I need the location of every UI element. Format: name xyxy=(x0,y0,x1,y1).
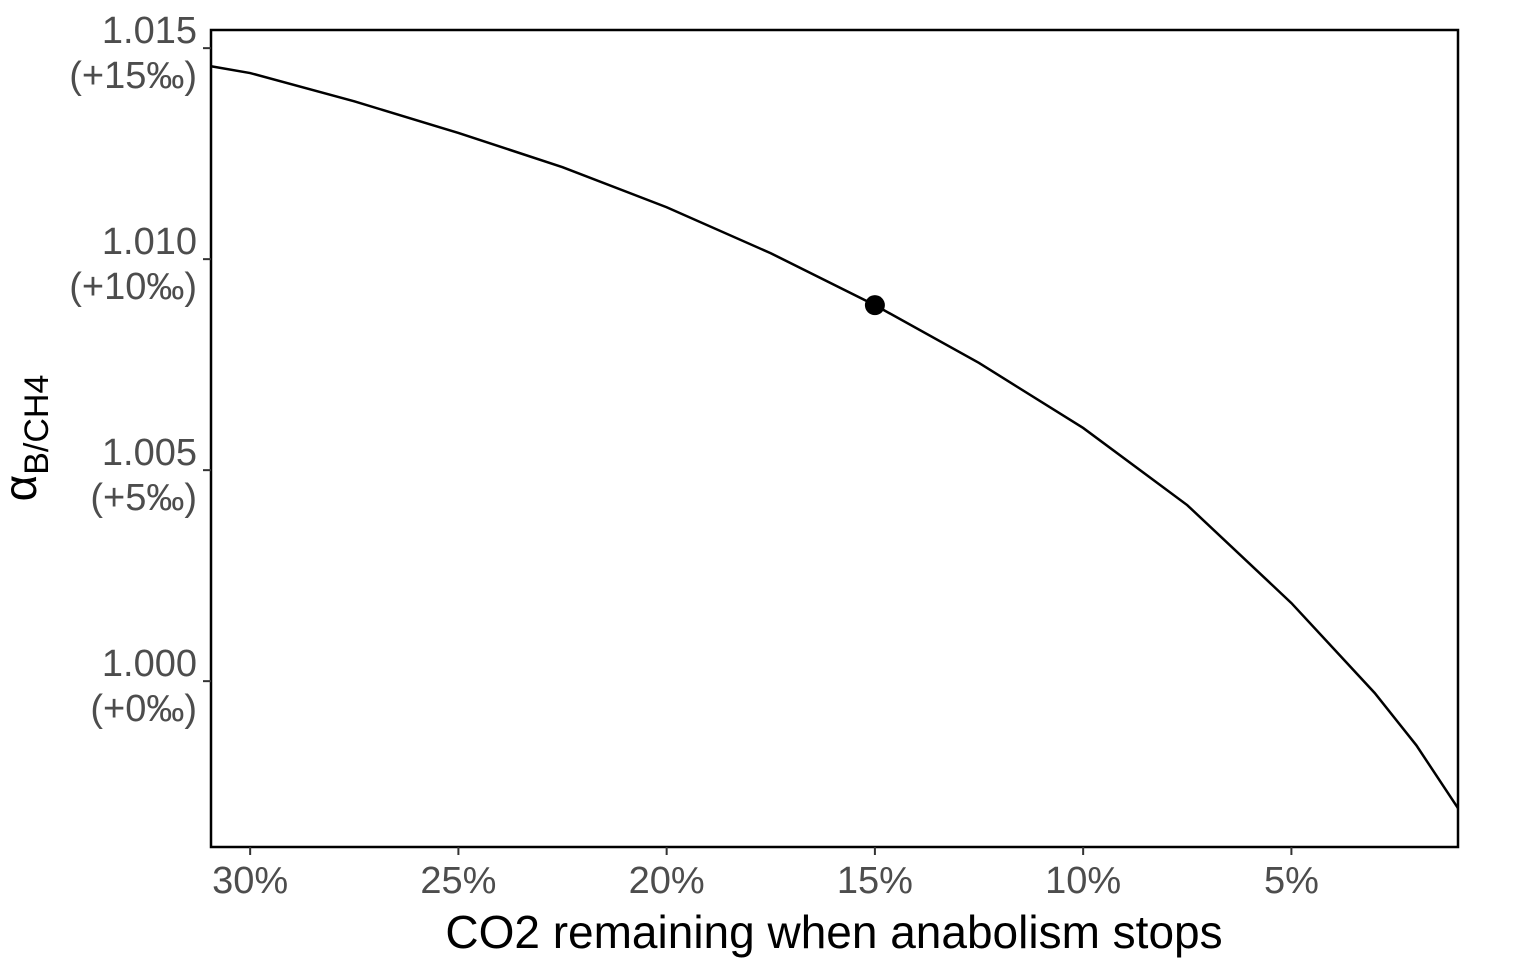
y-tick-label: 1.015 (+15‰) xyxy=(69,10,197,97)
y-tick-label-line: 1.005 xyxy=(102,432,197,474)
x-tick-label: 30% xyxy=(212,860,288,902)
x-tick-label: 20% xyxy=(629,860,705,902)
y-tick-label: 1.005 (+5‰) xyxy=(90,432,197,519)
point xyxy=(864,295,885,316)
y-tick-label-line: (+15‰) xyxy=(69,55,197,97)
y-tick-label-line: (+10‰) xyxy=(69,266,197,308)
x-tick-label: 10% xyxy=(1045,860,1121,902)
y-axis-title: αB/CH4 xyxy=(0,375,56,502)
x-tick-label: 15% xyxy=(837,860,913,902)
y-tick-label-line: 1.000 xyxy=(102,643,197,685)
x-tick-label: 25% xyxy=(420,860,496,902)
plot-frame xyxy=(209,28,1460,849)
y-tick-label-line: (+0‰) xyxy=(90,688,197,730)
y-tick-label-line: 1.015 xyxy=(102,10,197,52)
line xyxy=(210,65,1460,809)
y-axis-symbol: α xyxy=(0,475,46,502)
x-axis-title: CO2 remaining when anabolism stops xyxy=(445,906,1222,958)
y-tick-label: 1.000 (+0‰) xyxy=(90,643,197,730)
x-tick-label: 5% xyxy=(1264,860,1319,902)
y-tick-label-line: 1.010 xyxy=(102,221,197,263)
y-tick-label: 1.010 (+10‰) xyxy=(69,221,197,308)
y-tick-label-line: (+5‰) xyxy=(90,477,197,519)
y-axis-subscript: B/CH4 xyxy=(18,375,56,475)
